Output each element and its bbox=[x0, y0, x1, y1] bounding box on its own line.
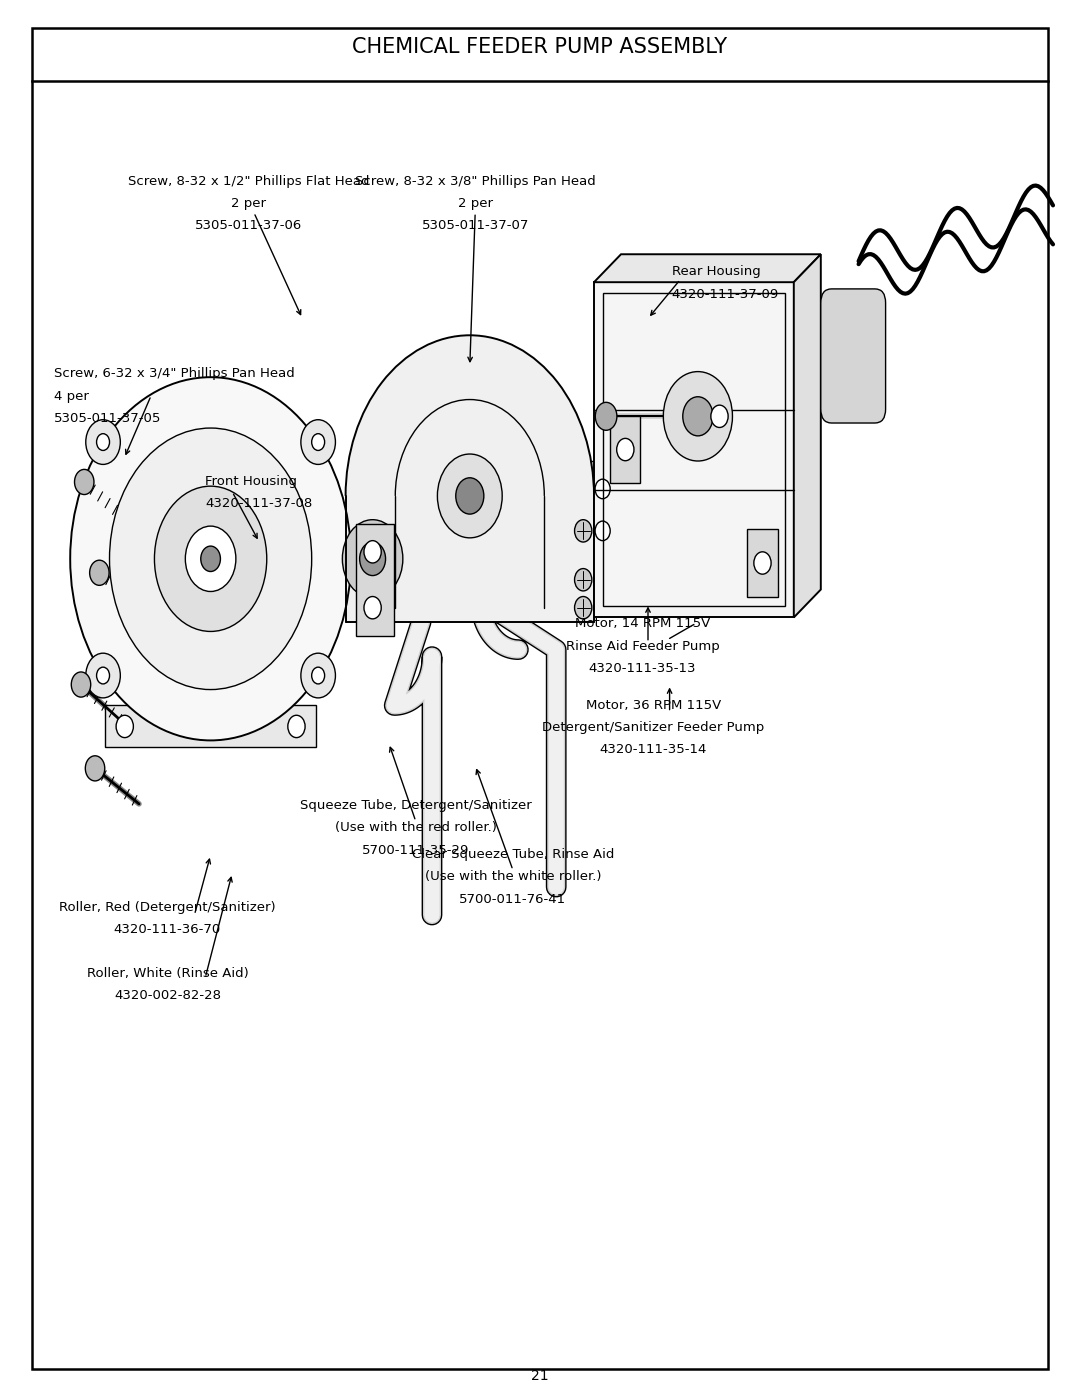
Text: Clear Squeeze Tube, Rinse Aid: Clear Squeeze Tube, Rinse Aid bbox=[411, 848, 615, 861]
Circle shape bbox=[754, 552, 771, 574]
Circle shape bbox=[154, 486, 267, 631]
Circle shape bbox=[109, 427, 312, 690]
Bar bbox=[594, 282, 794, 617]
Circle shape bbox=[595, 479, 610, 499]
Bar bbox=[351, 500, 392, 617]
Text: Detergent/Sanitizer Feeder Pump: Detergent/Sanitizer Feeder Pump bbox=[542, 721, 765, 733]
Text: 2 per: 2 per bbox=[231, 197, 266, 210]
Text: Squeeze Tube, Detergent/Sanitizer: Squeeze Tube, Detergent/Sanitizer bbox=[300, 799, 531, 812]
Circle shape bbox=[663, 372, 732, 461]
Text: Front Housing: Front Housing bbox=[205, 475, 297, 488]
Circle shape bbox=[342, 520, 403, 598]
Circle shape bbox=[683, 397, 713, 436]
Text: Roller, White (Rinse Aid): Roller, White (Rinse Aid) bbox=[86, 967, 248, 979]
Text: 4320-111-35-13: 4320-111-35-13 bbox=[589, 662, 697, 675]
Text: Motor, 36 RPM 115V: Motor, 36 RPM 115V bbox=[585, 698, 721, 711]
Text: 5700-011-76-41: 5700-011-76-41 bbox=[459, 893, 567, 905]
Circle shape bbox=[85, 654, 120, 698]
Circle shape bbox=[117, 715, 134, 738]
Circle shape bbox=[360, 542, 386, 576]
Polygon shape bbox=[794, 254, 821, 617]
Bar bbox=[747, 529, 778, 597]
Text: 4320-111-36-70: 4320-111-36-70 bbox=[113, 923, 221, 936]
Circle shape bbox=[71, 672, 91, 697]
Circle shape bbox=[70, 377, 351, 740]
Text: 21: 21 bbox=[531, 1369, 549, 1383]
Circle shape bbox=[575, 520, 592, 542]
Polygon shape bbox=[356, 524, 394, 636]
Text: 2 per: 2 per bbox=[458, 197, 492, 210]
Polygon shape bbox=[346, 335, 594, 622]
Circle shape bbox=[85, 756, 105, 781]
Circle shape bbox=[312, 668, 325, 685]
Text: Screw, 8-32 x 1/2" Phillips Flat Head: Screw, 8-32 x 1/2" Phillips Flat Head bbox=[127, 175, 369, 187]
Text: 4320-111-37-09: 4320-111-37-09 bbox=[672, 288, 779, 300]
Circle shape bbox=[186, 527, 235, 591]
Circle shape bbox=[96, 433, 109, 450]
Circle shape bbox=[301, 419, 336, 464]
Circle shape bbox=[96, 668, 109, 685]
Circle shape bbox=[312, 433, 325, 450]
Bar bbox=[610, 416, 640, 483]
Bar bbox=[603, 293, 785, 606]
Circle shape bbox=[595, 521, 610, 541]
Text: 5305-011-37-06: 5305-011-37-06 bbox=[194, 219, 302, 232]
Circle shape bbox=[85, 419, 120, 464]
FancyBboxPatch shape bbox=[821, 289, 886, 423]
Text: 4 per: 4 per bbox=[54, 390, 89, 402]
Bar bbox=[572, 461, 594, 545]
Text: 4320-002-82-28: 4320-002-82-28 bbox=[113, 989, 221, 1002]
Text: (Use with the red roller.): (Use with the red roller.) bbox=[335, 821, 497, 834]
Text: Roller, Red (Detergent/Sanitizer): Roller, Red (Detergent/Sanitizer) bbox=[59, 901, 275, 914]
Text: Screw, 6-32 x 3/4" Phillips Pan Head: Screw, 6-32 x 3/4" Phillips Pan Head bbox=[54, 367, 295, 380]
Circle shape bbox=[575, 597, 592, 619]
Circle shape bbox=[301, 654, 336, 698]
Text: 5700-111-35-29: 5700-111-35-29 bbox=[362, 844, 470, 856]
Text: 5305-011-37-05: 5305-011-37-05 bbox=[54, 412, 161, 425]
Bar bbox=[106, 705, 315, 747]
Circle shape bbox=[456, 478, 484, 514]
Text: 4320-111-35-14: 4320-111-35-14 bbox=[599, 743, 707, 756]
Circle shape bbox=[437, 454, 502, 538]
Circle shape bbox=[617, 439, 634, 461]
Text: Rear Housing: Rear Housing bbox=[672, 265, 760, 278]
Text: Rinse Aid Feeder Pump: Rinse Aid Feeder Pump bbox=[566, 640, 719, 652]
Text: Motor, 14 RPM 115V: Motor, 14 RPM 115V bbox=[575, 617, 711, 630]
Polygon shape bbox=[594, 254, 821, 282]
Circle shape bbox=[201, 546, 220, 571]
Text: 5305-011-37-07: 5305-011-37-07 bbox=[421, 219, 529, 232]
Text: 4320-111-37-08: 4320-111-37-08 bbox=[205, 497, 312, 510]
Circle shape bbox=[575, 569, 592, 591]
Circle shape bbox=[90, 560, 109, 585]
Circle shape bbox=[595, 402, 617, 430]
Text: (Use with the white roller.): (Use with the white roller.) bbox=[424, 870, 602, 883]
Circle shape bbox=[287, 715, 305, 738]
Circle shape bbox=[711, 405, 728, 427]
Circle shape bbox=[75, 469, 94, 495]
Text: Screw, 8-32 x 3/8" Phillips Pan Head: Screw, 8-32 x 3/8" Phillips Pan Head bbox=[355, 175, 595, 187]
Circle shape bbox=[364, 541, 381, 563]
Text: CHEMICAL FEEDER PUMP ASSEMBLY: CHEMICAL FEEDER PUMP ASSEMBLY bbox=[352, 38, 728, 57]
Circle shape bbox=[364, 597, 381, 619]
